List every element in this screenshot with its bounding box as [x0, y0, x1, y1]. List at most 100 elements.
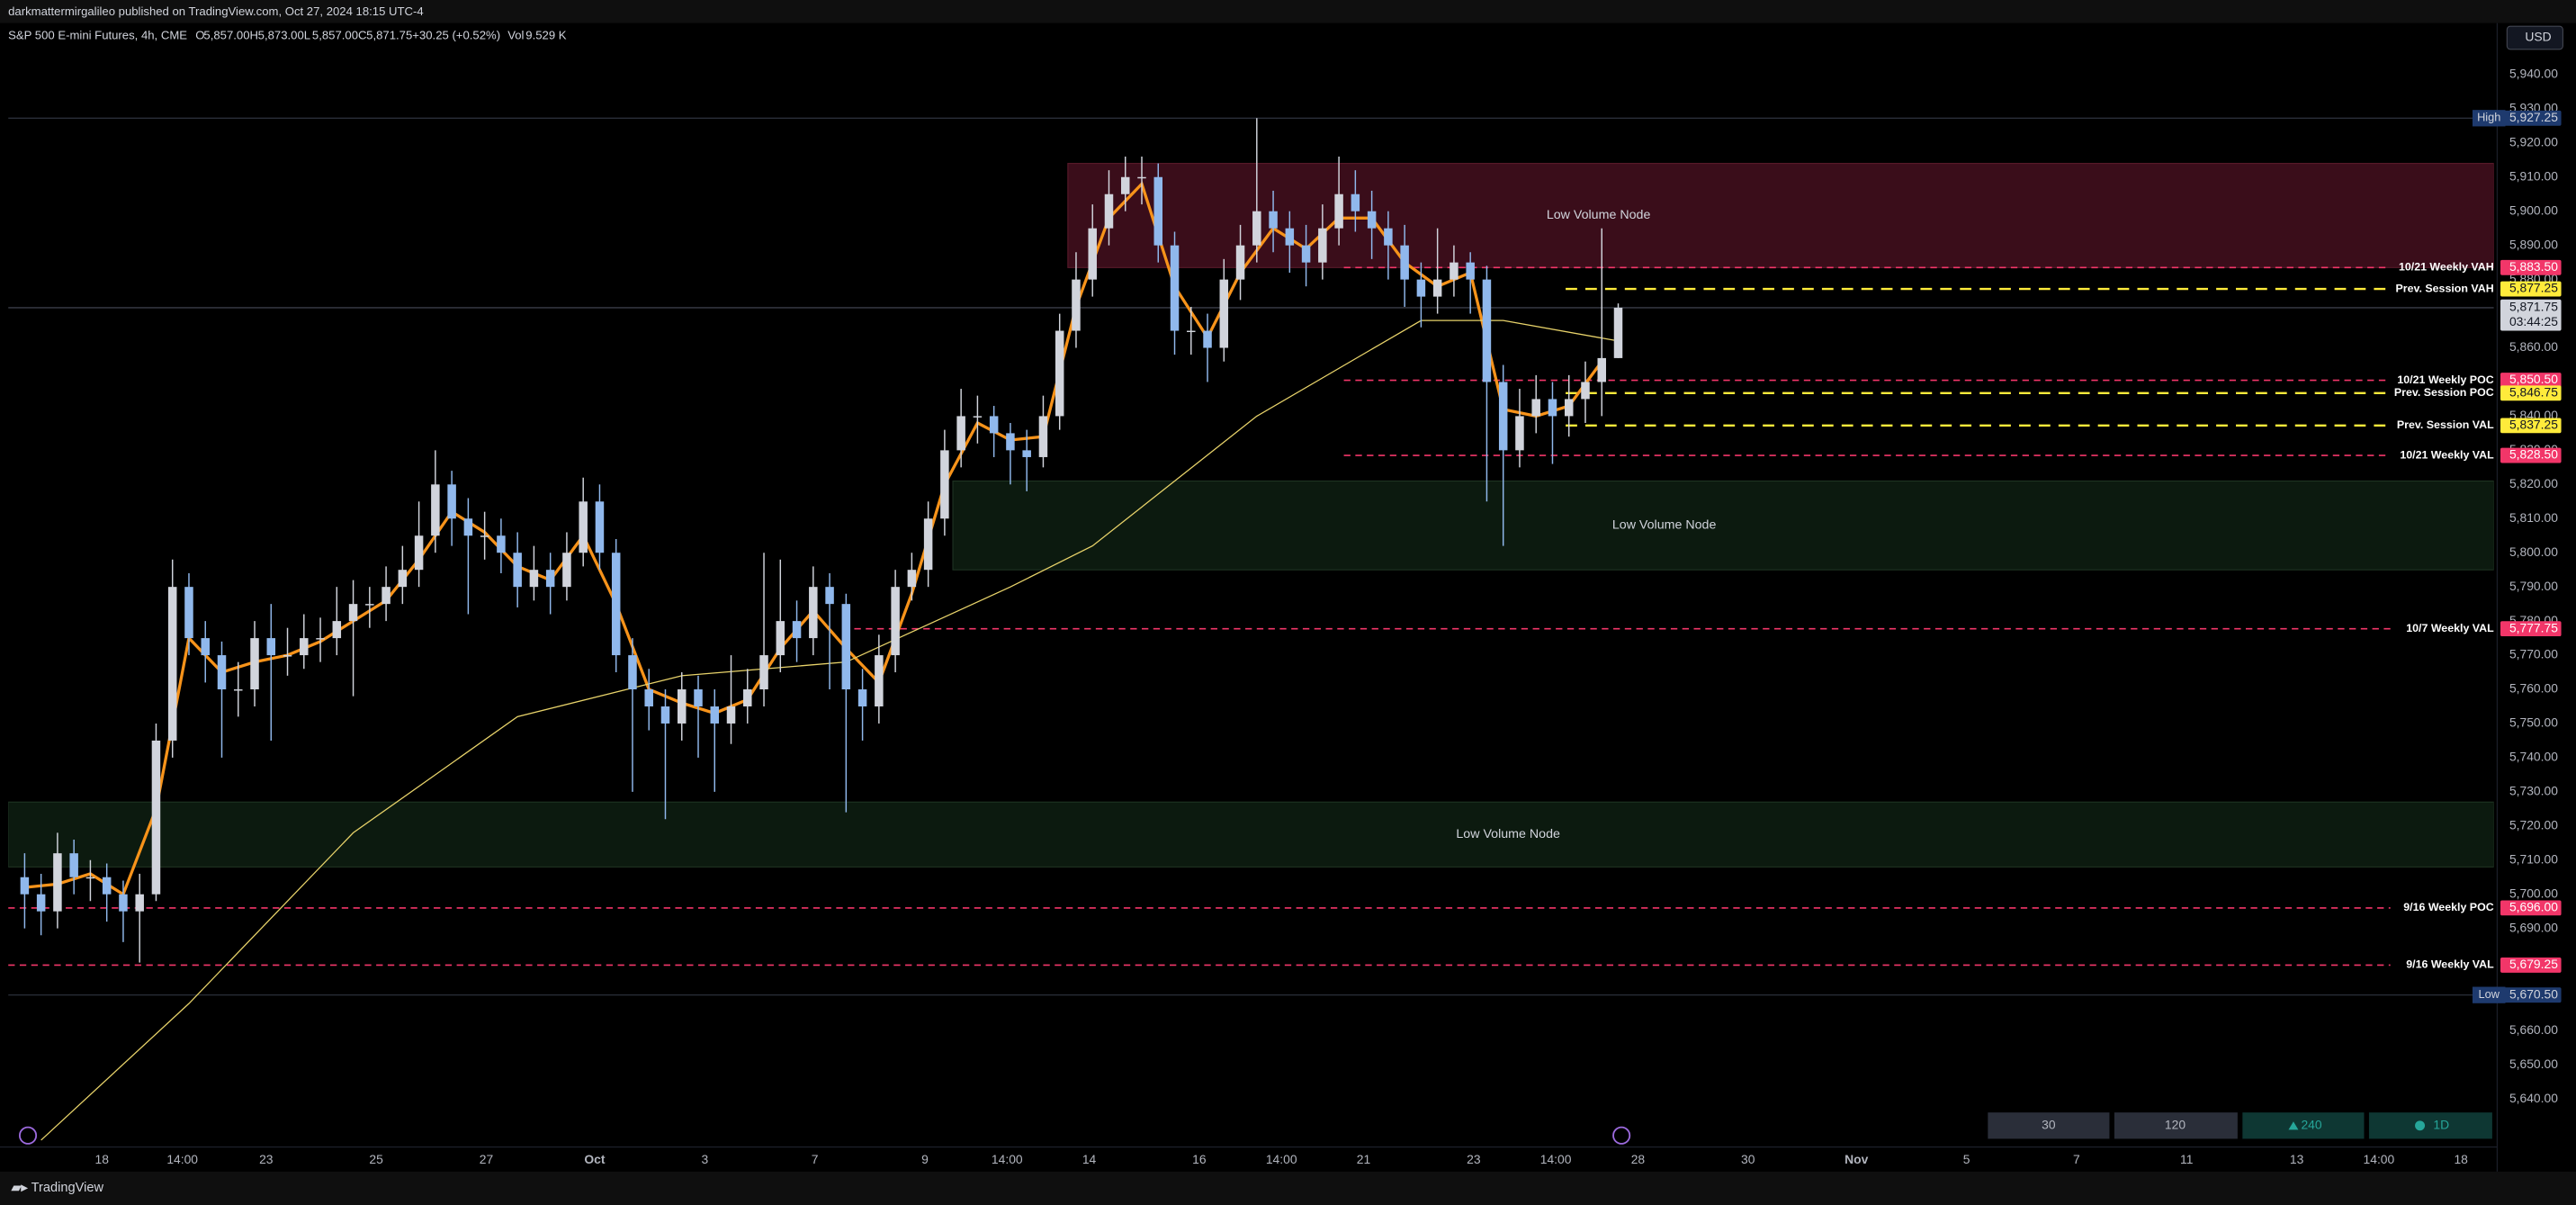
x-tick-label: 18 [2454, 1152, 2468, 1166]
candle-body [300, 638, 309, 656]
candle-body [85, 877, 95, 879]
x-tick-label: 30 [1741, 1152, 1755, 1166]
candle-body [119, 894, 128, 912]
candle-body [694, 689, 703, 706]
y-tick-label: 5,690.00 [2509, 920, 2558, 934]
candle-body [250, 638, 259, 690]
candle-body [1416, 279, 1426, 297]
candle-body [562, 553, 571, 588]
y-tick-label: 5,650.00 [2509, 1057, 2558, 1071]
candle-body [431, 484, 440, 536]
price-tag-label: 5,837.25 [2509, 418, 2558, 432]
y-tick-label: 5,640.00 [2509, 1091, 2558, 1105]
publisher: darkmattermirgalileo published on Tradin… [8, 4, 424, 18]
candle-body [36, 894, 46, 912]
price-tag [2500, 987, 2562, 1003]
interval-label: 120 [2165, 1117, 2186, 1131]
replay-icon[interactable] [18, 1126, 38, 1145]
candle-body [1104, 193, 1114, 229]
level-label: 10/21 Weekly POC [2397, 373, 2493, 386]
price-tag-label: 5,850.50 [2509, 372, 2558, 386]
interval-button[interactable] [2242, 1112, 2365, 1139]
x-tick-label: 14:00 [2364, 1152, 2395, 1166]
price-tag-label: 5,670.50 [2509, 986, 2558, 1001]
currency-button[interactable] [2506, 25, 2563, 50]
candle-body [857, 689, 867, 706]
legend-text: 9.529 K [525, 29, 566, 42]
candle-body [1170, 245, 1180, 331]
price-tag-label: 5,846.75 [2509, 384, 2558, 399]
candle-body [1137, 176, 1146, 179]
price-tag-label: 5,777.75 [2509, 620, 2558, 634]
price-tag-label: 5,927.25 [2509, 110, 2558, 124]
candle-body [579, 501, 588, 553]
legend-text: L [304, 29, 310, 42]
candle-body [973, 416, 983, 418]
level-label: 10/21 Weekly VAL [2400, 448, 2494, 461]
legend-text: S&P 500 E-mini Futures, 4h, CME [8, 29, 187, 42]
x-tick-label: Oct [584, 1152, 605, 1166]
legend-text: Vol [507, 29, 524, 42]
level-label: Prev. Session VAH [2396, 282, 2494, 294]
candle-body [595, 501, 605, 553]
y-tick-label: 5,890.00 [2509, 237, 2558, 251]
y-tick-label: 5,920.00 [2509, 134, 2558, 148]
candle-body [398, 570, 408, 588]
candle-body [332, 621, 342, 639]
x-tick-label: 3 [701, 1152, 708, 1166]
candle-body [1055, 330, 1064, 417]
candle-body [480, 535, 489, 537]
candle-body [1548, 399, 1557, 417]
x-tick-label: 11 [2180, 1152, 2194, 1166]
price-tag [2500, 958, 2562, 973]
candle-body [989, 416, 999, 434]
candle-body [1120, 176, 1130, 194]
candle-body [513, 553, 522, 588]
x-tick-label: 23 [1467, 1152, 1481, 1166]
candle-body [743, 689, 752, 706]
interval-label: 240 [2301, 1117, 2321, 1131]
candle-body [644, 689, 653, 706]
candle-body [956, 416, 965, 451]
price-tag [2500, 373, 2562, 388]
price-tag [2500, 281, 2562, 297]
candle-body [825, 587, 834, 605]
price-tag [2500, 447, 2562, 463]
candle-body [69, 853, 78, 877]
candle-body [381, 587, 390, 605]
legend-text: O [195, 29, 204, 42]
price-tag [2500, 621, 2562, 637]
plot [8, 117, 2494, 1141]
zone [1067, 163, 2494, 268]
candle-body [1432, 279, 1442, 297]
candle-body [1384, 228, 1393, 246]
y-tick-label: 5,760.00 [2509, 681, 2558, 696]
interval-button[interactable] [2368, 1112, 2492, 1139]
x-tick-label: 27 [480, 1152, 494, 1166]
candle-body [497, 535, 506, 553]
candle-body [234, 689, 243, 691]
extreme-flag [2472, 986, 2506, 1003]
legend-text: 5,871.75 [366, 29, 412, 42]
candle-body [1269, 211, 1278, 229]
candle-body [677, 689, 687, 724]
candle-body [151, 740, 161, 895]
legend-text: 5,873.00 [258, 29, 304, 42]
price-tag [2500, 259, 2562, 275]
candle-body [923, 518, 933, 571]
event-icon[interactable] [1612, 1126, 1631, 1145]
candle-body [1515, 416, 1524, 451]
y-tick-label: 5,900.00 [2509, 202, 2558, 217]
zone-label: Low Volume Node [1612, 518, 1717, 533]
candle-body [710, 706, 720, 724]
dot-icon [2415, 1120, 2426, 1131]
interval-button[interactable] [2114, 1112, 2238, 1139]
interval-button[interactable] [1988, 1112, 2110, 1139]
y-tick-label: 5,820.00 [2509, 476, 2558, 490]
candle-body [1235, 245, 1245, 280]
candle-body [20, 877, 30, 895]
x-tick-label: 14:00 [166, 1152, 198, 1166]
level-label: 9/16 Weekly VAL [2406, 958, 2494, 971]
moving-average [40, 319, 1619, 1141]
y-tick-label: 5,730.00 [2509, 784, 2558, 798]
